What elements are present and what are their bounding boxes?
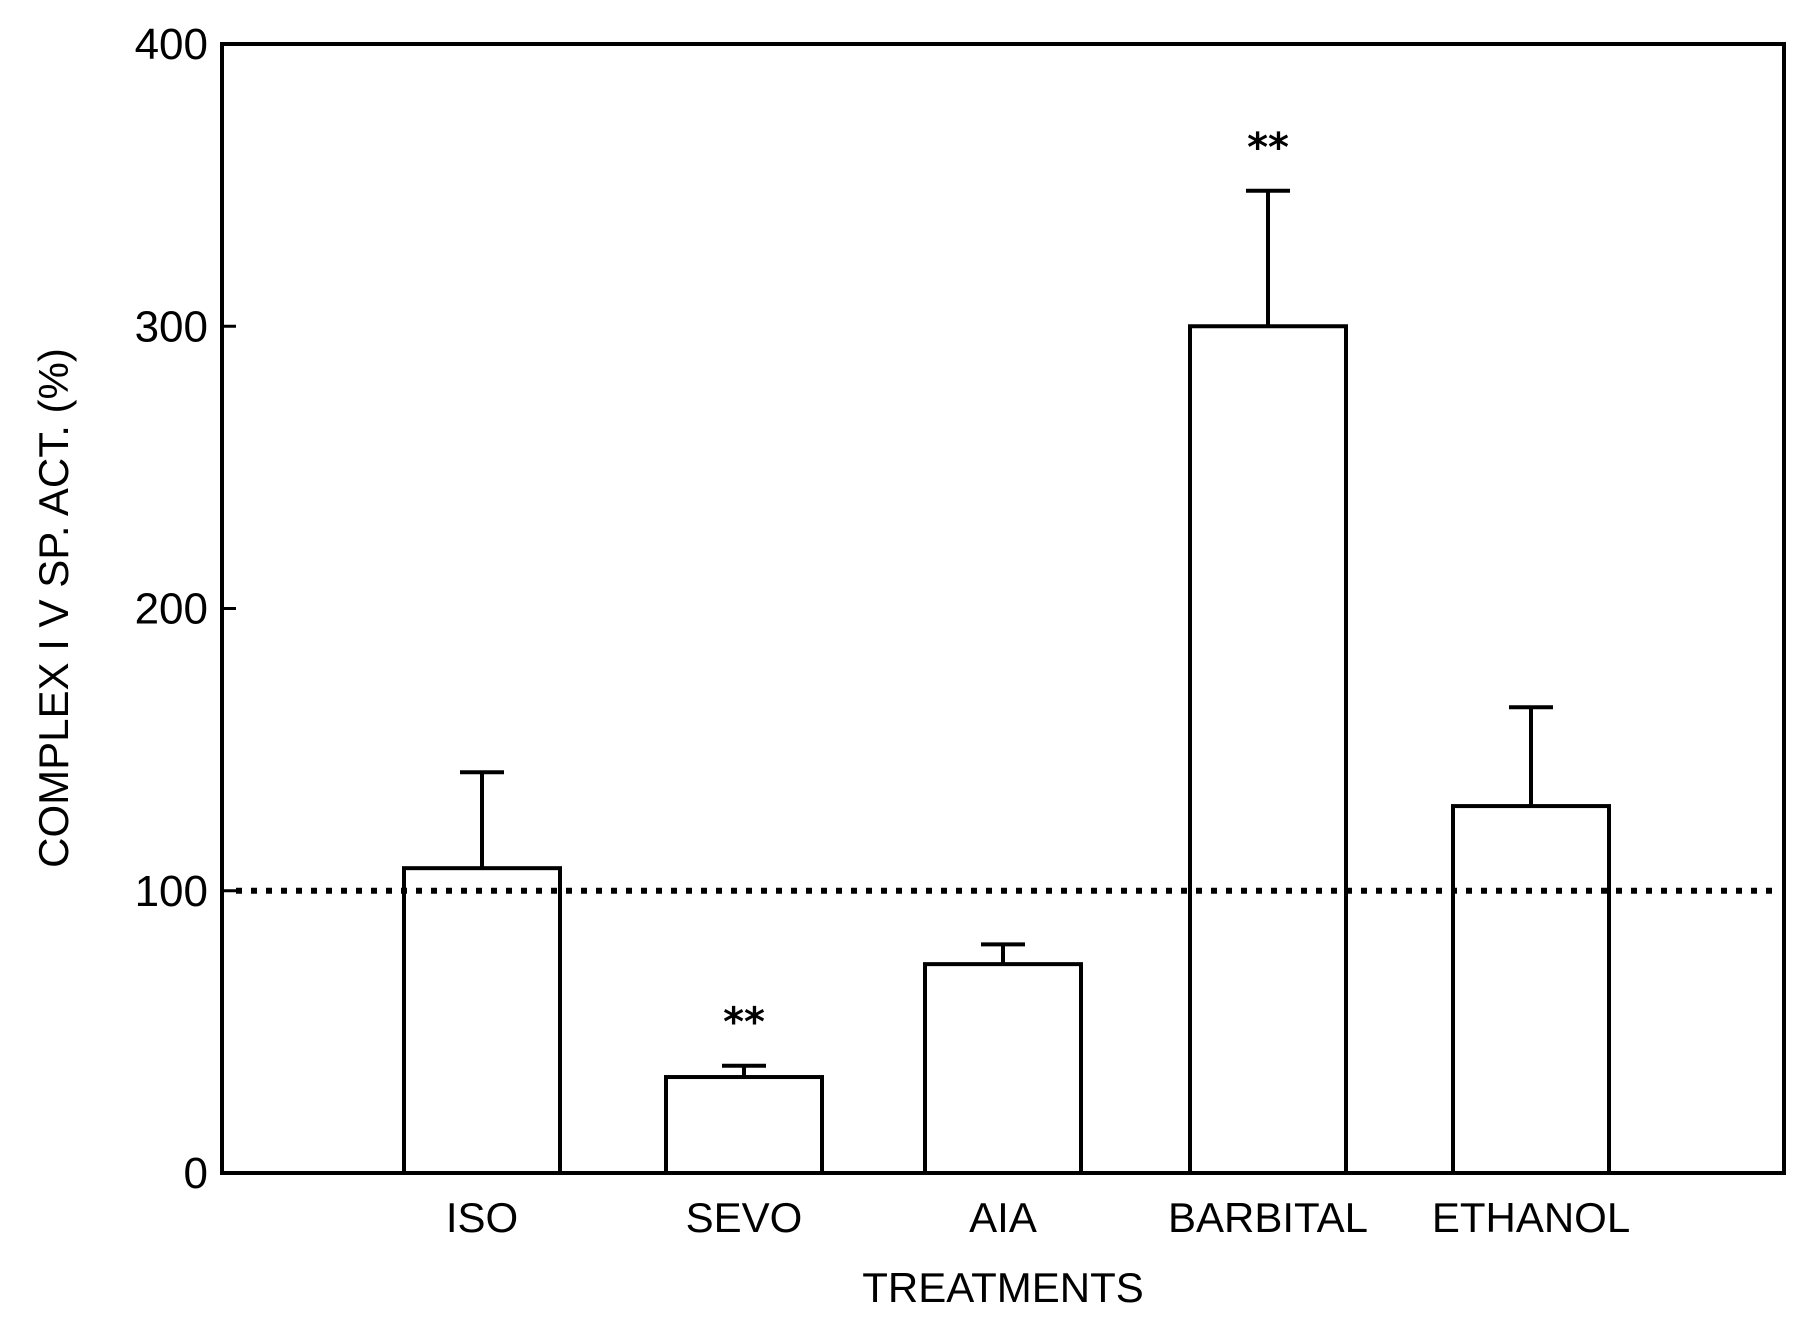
x-category-label: SEVO: [686, 1194, 803, 1241]
bar: [664, 1075, 824, 1176]
y-axis-title: COMPLEX I V SP. ACT. (%): [30, 348, 77, 868]
y-tick-label: 0: [184, 1149, 208, 1198]
significance-label: **: [723, 1000, 765, 1046]
x-category-label: ISO: [446, 1194, 518, 1241]
bar: [923, 962, 1083, 1176]
bar: [402, 866, 562, 1175]
bar: [1451, 804, 1611, 1175]
x-category-label: BARBITAL: [1168, 1194, 1368, 1241]
significance-label: **: [1247, 125, 1289, 171]
x-category-label: AIA: [969, 1194, 1037, 1241]
plot-frame: [220, 42, 1786, 1175]
y-tick-label: 200: [135, 585, 208, 634]
y-tick-label: 300: [135, 302, 208, 351]
x-axis-title: TREATMENTS: [862, 1264, 1144, 1311]
y-tick-label: 100: [135, 867, 208, 916]
y-tick-label: 400: [135, 20, 208, 69]
x-category-label: ETHANOL: [1432, 1194, 1630, 1241]
bar: [1188, 324, 1348, 1175]
